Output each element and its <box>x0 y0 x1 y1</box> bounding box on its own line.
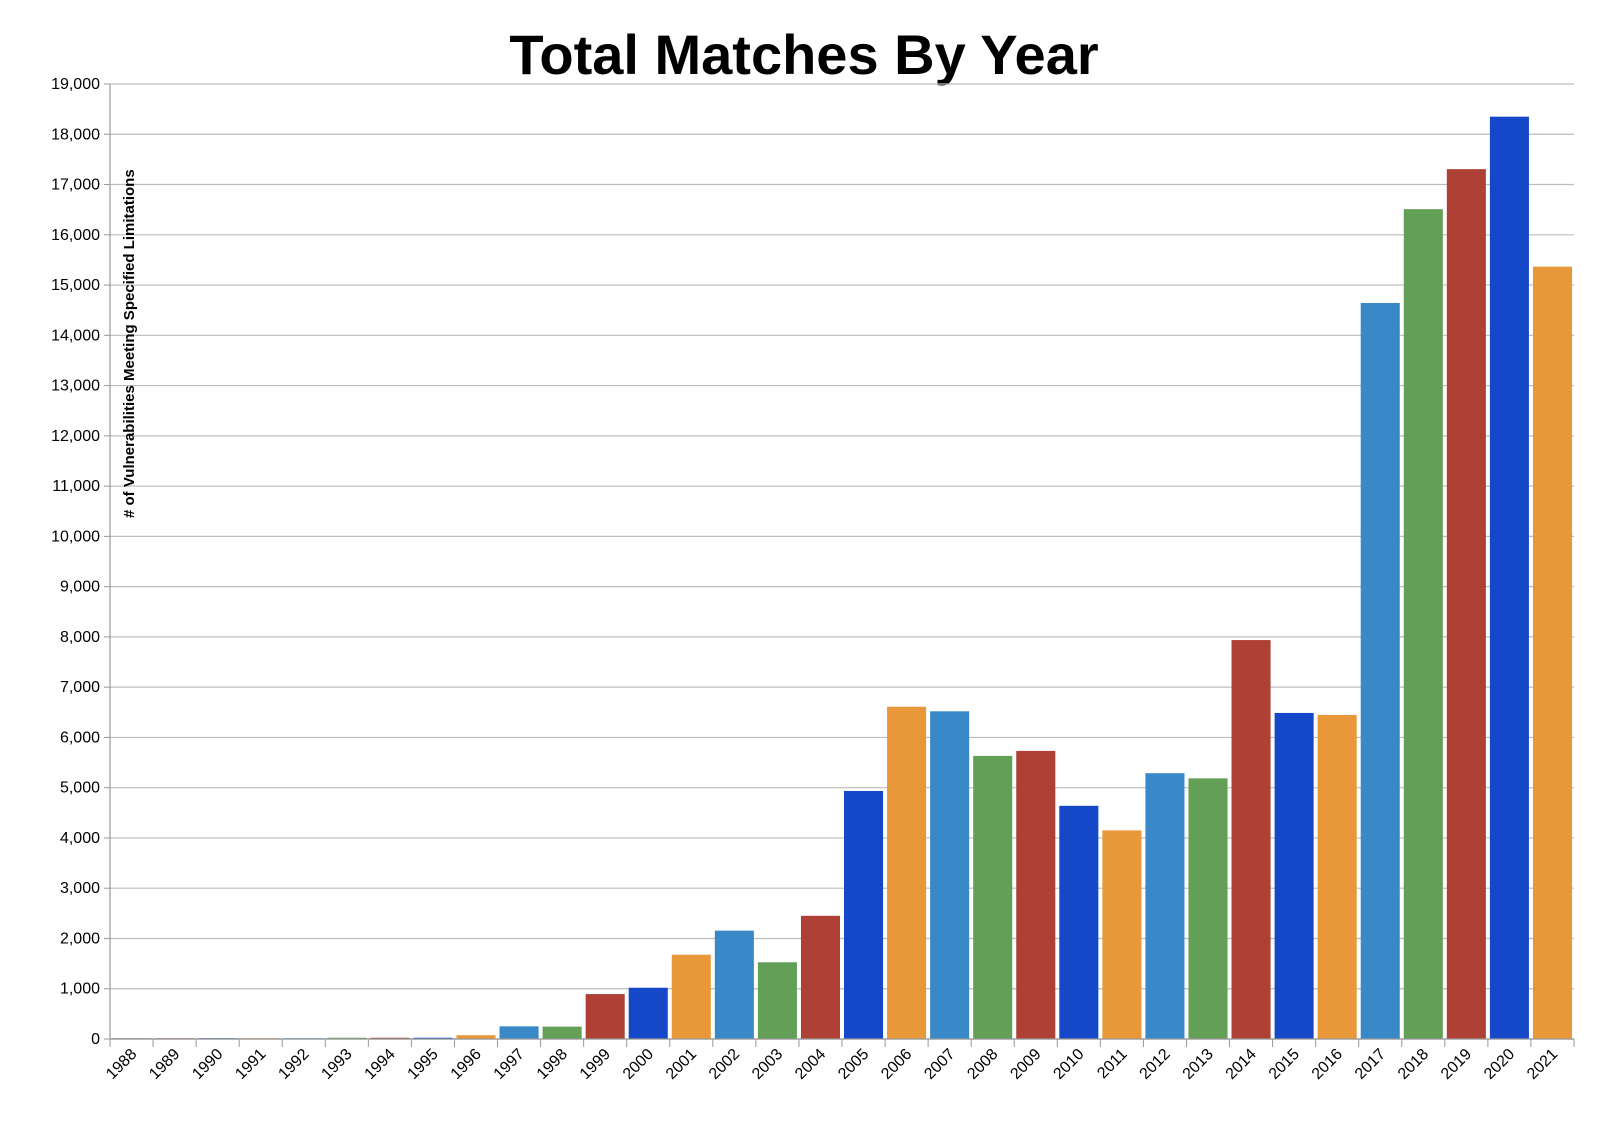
x-tick-label: 1988 <box>103 1046 140 1083</box>
bar-2012 <box>1145 773 1185 1039</box>
x-tick-label: 1997 <box>491 1046 528 1083</box>
bar-2011 <box>1102 830 1142 1039</box>
bar-2019 <box>1446 169 1486 1040</box>
bar-2017 <box>1360 302 1400 1039</box>
x-tick-label: 2018 <box>1395 1046 1432 1083</box>
y-tick-label: 18,000 <box>51 126 100 143</box>
x-tick-label: 1991 <box>232 1046 269 1083</box>
y-tick-label: 3,000 <box>60 880 100 897</box>
x-tick-label: 2004 <box>792 1046 829 1083</box>
bar-2008 <box>973 755 1013 1039</box>
y-tick-label: 5,000 <box>60 780 100 797</box>
x-tick-label: 2010 <box>1050 1046 1087 1083</box>
bar-2007 <box>930 711 970 1039</box>
bar-2014 <box>1231 640 1271 1039</box>
x-tick-label: 2009 <box>1007 1046 1044 1083</box>
x-tick-label: 2005 <box>835 1046 872 1083</box>
x-tick-label: 1994 <box>362 1046 399 1083</box>
x-tick-label: 2003 <box>749 1046 786 1083</box>
bar-2001 <box>671 954 711 1039</box>
x-tick-label: 2013 <box>1180 1046 1217 1083</box>
y-tick-label: 8,000 <box>60 629 100 646</box>
x-tick-label: 2019 <box>1438 1046 1475 1083</box>
bar-1993 <box>327 1037 367 1039</box>
x-tick-label: 1993 <box>318 1046 355 1083</box>
bar-2003 <box>757 962 797 1039</box>
y-tick-label: 1,000 <box>60 981 100 998</box>
x-tick-label: 2001 <box>663 1046 700 1083</box>
y-tick-label: 7,000 <box>60 679 100 696</box>
y-tick-label: 10,000 <box>51 528 100 545</box>
x-tick-label: 2015 <box>1266 1046 1303 1083</box>
y-tick-label: 13,000 <box>51 378 100 395</box>
x-tick-label: 1992 <box>275 1046 312 1083</box>
y-tick-label: 16,000 <box>51 227 100 244</box>
bar-1999 <box>585 994 625 1039</box>
x-tick-label: 1990 <box>189 1046 226 1083</box>
y-tick-label: 9,000 <box>60 579 100 596</box>
y-axis-label: # of Vulnerabilities Meeting Specified L… <box>121 169 138 518</box>
x-tick-label: 2012 <box>1137 1046 1174 1083</box>
bar-2021 <box>1532 266 1572 1039</box>
chart-title: Total Matches By Year <box>509 23 1099 86</box>
y-tick-label: 12,000 <box>51 428 100 445</box>
x-tick-label: 1998 <box>534 1046 571 1083</box>
bar-2020 <box>1489 116 1529 1040</box>
x-tick-label: 1999 <box>577 1046 614 1083</box>
x-tick-label: 2011 <box>1094 1046 1130 1082</box>
y-tick-label: 2,000 <box>60 930 100 947</box>
y-tick-label: 15,000 <box>51 277 100 294</box>
x-tick-label: 2020 <box>1481 1046 1518 1083</box>
bar-2018 <box>1403 209 1443 1039</box>
bar-1995 <box>413 1037 453 1039</box>
y-tick-label: 4,000 <box>60 830 100 847</box>
x-tick-label: 2008 <box>964 1046 1001 1083</box>
y-tick-label: 0 <box>91 1031 100 1048</box>
x-tick-label: 1995 <box>405 1046 442 1083</box>
x-tick-label: 1989 <box>146 1046 183 1083</box>
bar-2002 <box>714 930 754 1039</box>
x-tick-label: 2007 <box>921 1046 958 1083</box>
bar-2015 <box>1274 712 1314 1039</box>
x-tick-label: 1996 <box>448 1046 485 1083</box>
bar-1997 <box>499 1026 539 1039</box>
bar-2013 <box>1188 778 1228 1039</box>
x-tick-label: 2021 <box>1524 1046 1561 1083</box>
bar-2016 <box>1317 714 1357 1039</box>
y-tick-label: 6,000 <box>60 729 100 746</box>
bar-2006 <box>887 706 927 1039</box>
bar-2009 <box>1016 750 1056 1039</box>
x-tick-label: 2002 <box>706 1046 743 1083</box>
bar-2005 <box>844 790 884 1039</box>
x-tick-label: 2016 <box>1309 1046 1346 1083</box>
x-tick-label: 2017 <box>1352 1046 1389 1083</box>
bar-1994 <box>370 1037 410 1039</box>
y-tick-label: 14,000 <box>51 327 100 344</box>
bar-2010 <box>1059 805 1099 1039</box>
x-tick-label: 2000 <box>620 1046 657 1083</box>
x-tick-label: 2014 <box>1223 1046 1260 1083</box>
y-tick-label: 17,000 <box>51 177 100 194</box>
bar-2004 <box>800 915 840 1039</box>
bar-1996 <box>456 1035 496 1039</box>
x-tick-label: 2006 <box>878 1046 915 1083</box>
y-tick-label: 19,000 <box>51 76 100 93</box>
bar-2000 <box>628 987 668 1039</box>
bar-1998 <box>542 1026 582 1039</box>
y-tick-label: 11,000 <box>52 478 100 495</box>
